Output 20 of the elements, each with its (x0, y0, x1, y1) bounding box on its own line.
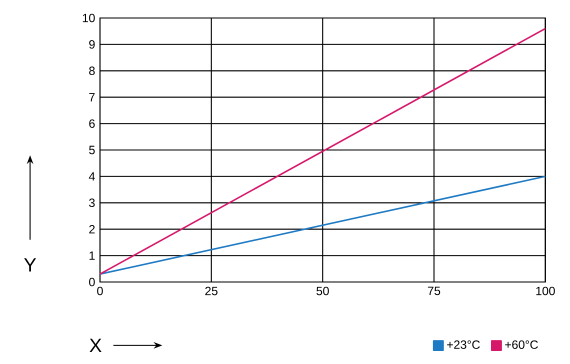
x-axis-title: X (90, 338, 102, 352)
x-tick-label: 50 (316, 286, 329, 296)
legend-label: +23°C (447, 340, 480, 349)
x-tick-label: 25 (205, 286, 218, 296)
y-axis-title: Y (24, 258, 36, 272)
y-tick-label: 7 (89, 93, 95, 102)
y-tick-label: 2 (89, 225, 95, 234)
y-tick-label: 6 (89, 119, 95, 128)
x-tick-label: 0 (97, 286, 103, 296)
y-tick-label: 5 (89, 146, 95, 154)
y-tick-label: 4 (88, 172, 95, 181)
y-tick-label: 8 (89, 66, 95, 76)
y-tick-label: 3 (89, 198, 95, 208)
x-tick-label: 75 (428, 286, 440, 296)
y-tick-label: 0 (89, 278, 95, 286)
y-tick-label: 1 (90, 251, 95, 260)
x-tick-label: 100 (536, 286, 555, 296)
y-tick-label: 10 (82, 14, 95, 22)
legend-label: +60°C (505, 340, 538, 349)
y-tick-label: 9 (89, 40, 95, 49)
